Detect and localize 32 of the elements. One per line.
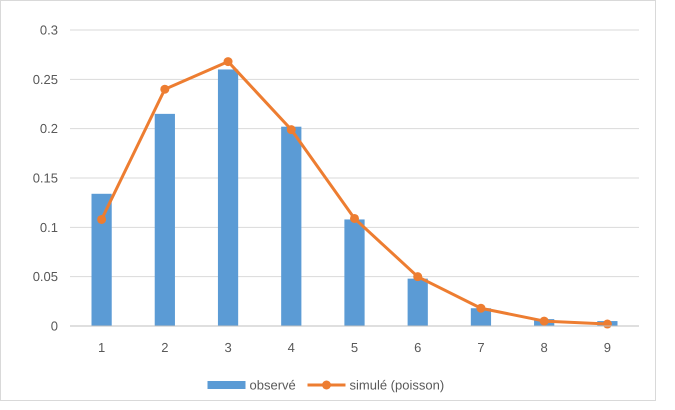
y-tick-label: 0.25 [32, 72, 58, 87]
point [540, 316, 549, 326]
x-tick-label: 6 [414, 340, 422, 355]
x-tick-label: 3 [224, 340, 232, 355]
x-tick-label: 2 [161, 340, 168, 355]
legend-label: simulé (poisson) [350, 378, 444, 393]
y-tick-label: 0.05 [32, 269, 58, 284]
point [476, 304, 486, 313]
x-tick-label: 5 [350, 340, 358, 355]
bar [408, 278, 428, 326]
bar [281, 126, 302, 326]
x-tick-label: 4 [288, 340, 295, 355]
y-tick-label: 0.3 [40, 22, 58, 38]
point [160, 84, 170, 94]
point [97, 214, 106, 224]
point [286, 125, 296, 134]
bar [344, 219, 365, 326]
x-tick-label: 1 [98, 340, 106, 355]
legend-label: observé [250, 378, 296, 393]
bar [91, 194, 112, 326]
point [413, 272, 422, 282]
x-tick-label: 7 [477, 340, 485, 355]
bar [218, 69, 238, 326]
x-tick-label: 9 [604, 340, 612, 355]
point [224, 57, 233, 66]
point [350, 214, 359, 223]
bar [154, 114, 175, 326]
y-tick-label: 0.15 [32, 170, 58, 186]
y-tick-label: 0 [50, 318, 58, 334]
y-tick-label: 0.1 [40, 220, 58, 235]
x-tick-label: 8 [540, 340, 548, 355]
y-tick-label: 0.2 [40, 121, 58, 136]
